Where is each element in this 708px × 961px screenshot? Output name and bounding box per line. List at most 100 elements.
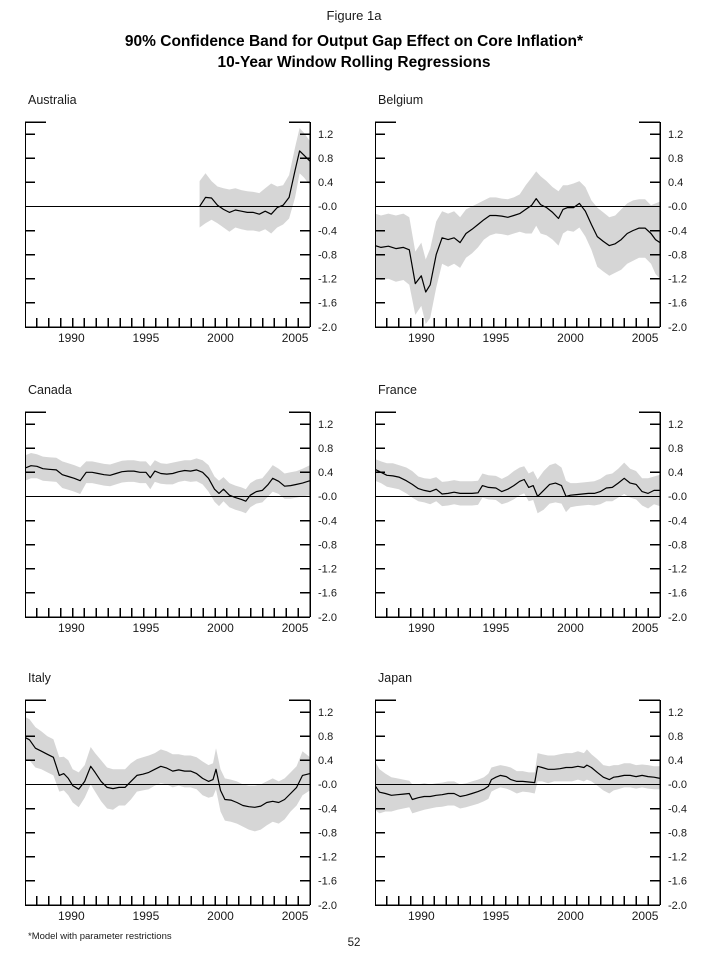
svg-text:1990: 1990 xyxy=(408,621,435,635)
svg-text:0.8: 0.8 xyxy=(318,443,333,455)
svg-text:-0.0: -0.0 xyxy=(668,201,687,213)
svg-text:-0.4: -0.4 xyxy=(668,225,687,237)
svg-text:1995: 1995 xyxy=(483,621,510,635)
svg-text:1.2: 1.2 xyxy=(318,419,333,431)
canada-plot: 1.2 0.8 0.4 -0.0 -0.4 -0.8 -1.2 -1.6 -2.0 1990 199… xyxy=(25,411,337,635)
chart-block-australia: Australia 1.2 0.8 0.4 -0.0 -0.4 -0.8 -1.2 -1.6 -… xyxy=(25,92,357,363)
svg-text:-0.8: -0.8 xyxy=(668,827,687,839)
svg-text:-2.0: -2.0 xyxy=(668,322,687,334)
svg-text:-0.4: -0.4 xyxy=(668,803,687,815)
svg-text:2000: 2000 xyxy=(557,621,584,635)
svg-text:-1.6: -1.6 xyxy=(318,876,337,888)
svg-text:-1.6: -1.6 xyxy=(668,876,687,888)
svg-text:0.4: 0.4 xyxy=(668,467,683,479)
svg-text:-0.8: -0.8 xyxy=(668,539,687,551)
svg-text:1.2: 1.2 xyxy=(318,129,333,141)
svg-text:1995: 1995 xyxy=(133,621,160,635)
chart-title-canada: Canada xyxy=(28,383,72,397)
svg-text:1.2: 1.2 xyxy=(668,707,683,719)
svg-text:-0.4: -0.4 xyxy=(318,515,337,527)
svg-text:-1.2: -1.2 xyxy=(668,852,687,864)
svg-text:2005: 2005 xyxy=(632,621,659,635)
svg-text:0.4: 0.4 xyxy=(668,177,683,189)
belgium-plot: 1.2 0.8 0.4 -0.0 -0.4 -0.8 -1.2 -1.6 -2.0 1990 199… xyxy=(375,121,687,345)
svg-text:-0.8: -0.8 xyxy=(668,249,687,261)
svg-text:0.4: 0.4 xyxy=(668,755,683,767)
svg-text:0.8: 0.8 xyxy=(318,153,333,165)
svg-text:-2.0: -2.0 xyxy=(668,900,687,912)
chart-title-france: France xyxy=(378,383,417,397)
svg-text:-0.0: -0.0 xyxy=(318,201,337,213)
figure-label: Figure 1a xyxy=(326,8,382,23)
svg-text:0.4: 0.4 xyxy=(318,467,333,479)
svg-text:2005: 2005 xyxy=(632,909,659,923)
figure-title-line2: 10-Year Window Rolling Regressions xyxy=(217,54,491,71)
svg-text:1995: 1995 xyxy=(133,909,160,923)
svg-text:2000: 2000 xyxy=(207,909,234,923)
figure-title-line1: 90% Confidence Band for Output Gap Effec… xyxy=(124,33,584,50)
chart-block-japan: Japan 1.2 0.8 0.4 -0.0 -0.4 -0.8 -1.2 -1.6 -2.0 1… xyxy=(375,670,707,941)
svg-text:2000: 2000 xyxy=(557,331,584,345)
chart-title-australia: Australia xyxy=(28,93,77,107)
svg-text:1.2: 1.2 xyxy=(668,419,683,431)
svg-text:2005: 2005 xyxy=(632,331,659,345)
svg-text:-0.0: -0.0 xyxy=(668,491,687,503)
svg-text:0.8: 0.8 xyxy=(668,153,683,165)
svg-text:-0.4: -0.4 xyxy=(318,803,337,815)
chart-block-italy: Italy 1.2 0.8 0.4 -0.0 -0.4 -0.8 -1.2 -1.6 -2.0 1… xyxy=(25,670,357,941)
japan-plot: 1.2 0.8 0.4 -0.0 -0.4 -0.8 -1.2 -1.6 -2.0 1990 199… xyxy=(375,699,687,923)
svg-text:2005: 2005 xyxy=(282,331,309,345)
italy-plot: 1.2 0.8 0.4 -0.0 -0.4 -0.8 -1.2 -1.6 -2.0 1990 199… xyxy=(25,699,337,923)
svg-text:-2.0: -2.0 xyxy=(318,322,337,334)
svg-text:-2.0: -2.0 xyxy=(318,612,337,624)
svg-text:0.4: 0.4 xyxy=(318,177,333,189)
svg-text:-1.2: -1.2 xyxy=(318,852,337,864)
svg-text:2005: 2005 xyxy=(282,621,309,635)
svg-text:-0.4: -0.4 xyxy=(668,515,687,527)
svg-text:-1.6: -1.6 xyxy=(318,298,337,310)
svg-text:0.8: 0.8 xyxy=(318,731,333,743)
svg-text:2000: 2000 xyxy=(207,621,234,635)
svg-text:-0.4: -0.4 xyxy=(318,225,337,237)
page-number: 52 xyxy=(347,937,361,949)
svg-text:1990: 1990 xyxy=(58,621,85,635)
svg-text:1990: 1990 xyxy=(408,909,435,923)
svg-text:-0.0: -0.0 xyxy=(318,491,337,503)
chart-title-japan: Japan xyxy=(378,671,413,685)
figure-title: 90% Confidence Band for Output Gap Effec… xyxy=(0,31,708,73)
svg-text:-0.0: -0.0 xyxy=(318,779,337,791)
svg-text:1995: 1995 xyxy=(483,331,510,345)
svg-text:-1.2: -1.2 xyxy=(668,274,687,286)
chart-title-belgium: Belgium xyxy=(378,93,424,107)
svg-text:-2.0: -2.0 xyxy=(318,900,337,912)
svg-text:1.2: 1.2 xyxy=(668,129,683,141)
svg-text:-0.8: -0.8 xyxy=(318,539,337,551)
svg-text:1990: 1990 xyxy=(58,909,85,923)
svg-text:1995: 1995 xyxy=(133,331,160,345)
chart-block-belgium: Belgium 1.2 0.8 0.4 -0.0 -0.4 -0.8 -1.2 -1.6 -2.… xyxy=(375,92,707,363)
svg-text:2005: 2005 xyxy=(282,909,309,923)
svg-text:1990: 1990 xyxy=(408,331,435,345)
svg-text:2000: 2000 xyxy=(207,331,234,345)
svg-text:1995: 1995 xyxy=(483,909,510,923)
svg-text:-1.6: -1.6 xyxy=(668,588,687,600)
svg-text:1990: 1990 xyxy=(58,331,85,345)
svg-text:1.2: 1.2 xyxy=(318,707,333,719)
svg-text:-0.8: -0.8 xyxy=(318,249,337,261)
chart-block-canada: Canada 1.2 0.8 0.4 -0.0 -0.4 -0.8 -1.2 -1.6 -2.0… xyxy=(25,382,357,653)
svg-text:-1.6: -1.6 xyxy=(668,298,687,310)
svg-text:0.8: 0.8 xyxy=(668,731,683,743)
svg-text:-1.6: -1.6 xyxy=(318,588,337,600)
svg-text:-0.8: -0.8 xyxy=(318,827,337,839)
svg-text:-0.0: -0.0 xyxy=(668,779,687,791)
australia-plot: 1.2 0.8 0.4 -0.0 -0.4 -0.8 -1.2 -1.6 -2.0 1990 199… xyxy=(25,121,337,345)
svg-text:0.8: 0.8 xyxy=(668,443,683,455)
chart-block-france: France 1.2 0.8 0.4 -0.0 -0.4 -0.8 -1.2 -1.6 -2.0… xyxy=(375,382,707,653)
france-plot: 1.2 0.8 0.4 -0.0 -0.4 -0.8 -1.2 -1.6 -2.0 1990 199… xyxy=(375,411,687,635)
svg-text:-1.2: -1.2 xyxy=(318,564,337,576)
svg-text:-2.0: -2.0 xyxy=(668,612,687,624)
svg-text:-1.2: -1.2 xyxy=(318,274,337,286)
svg-text:0.4: 0.4 xyxy=(318,755,333,767)
svg-text:2000: 2000 xyxy=(557,909,584,923)
